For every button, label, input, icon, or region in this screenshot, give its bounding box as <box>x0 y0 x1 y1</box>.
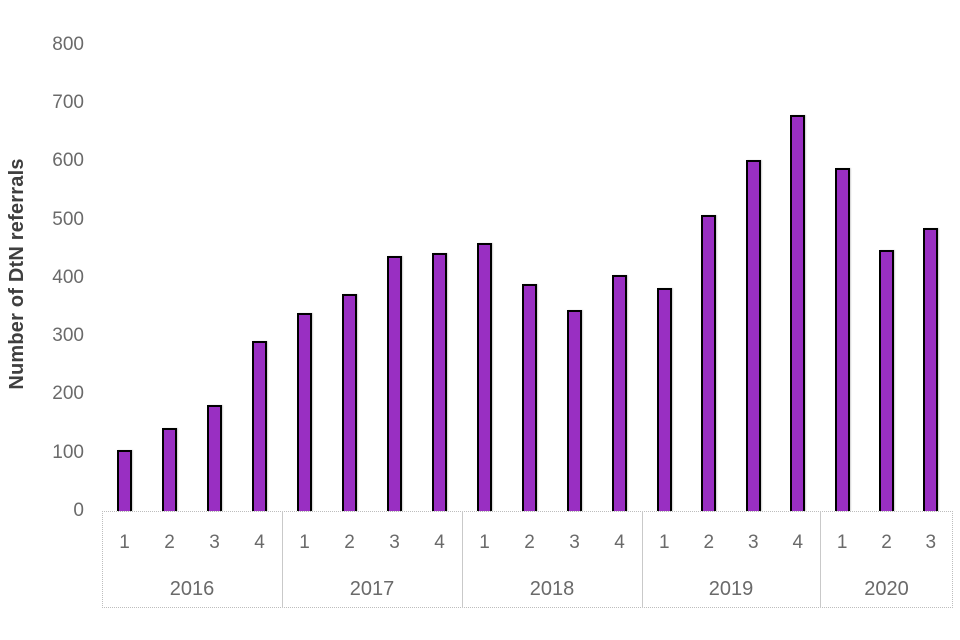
bar-2019-q3 <box>746 160 761 511</box>
x-tick-quarter: 1 <box>658 532 670 553</box>
bar-2018-q3 <box>567 310 582 511</box>
x-tick-year: 2018 <box>529 578 575 600</box>
x-tick-year: 2020 <box>864 578 909 600</box>
year-group-separator <box>282 511 283 608</box>
x-tick-quarter: 3 <box>747 532 759 553</box>
bar-2019-q1 <box>657 288 672 511</box>
bar-2019-q4 <box>790 115 805 511</box>
x-tick-quarter: 4 <box>614 532 625 553</box>
bar-2017-q2 <box>342 294 357 511</box>
x-tick-quarter: 2 <box>703 532 715 553</box>
bar-2017-q3 <box>387 256 402 511</box>
x-tick-quarter: 3 <box>389 532 400 553</box>
x-tick-quarter: 4 <box>792 532 804 553</box>
y-tick-label: 400 <box>52 266 84 288</box>
x-tick-quarter: 3 <box>569 532 580 553</box>
x-tick-quarter: 4 <box>434 532 445 553</box>
bar-2017-q4 <box>432 253 447 511</box>
y-tick-label: 200 <box>52 383 84 405</box>
bar-2016-q2 <box>162 428 177 511</box>
y-tick-label: 800 <box>52 33 84 55</box>
x-tick-year: 2017 <box>349 578 395 600</box>
y-tick-label: 700 <box>52 91 84 113</box>
x-tick-quarter: 3 <box>925 532 937 553</box>
x-axis-category-box <box>102 511 953 608</box>
y-tick-label: 600 <box>52 150 84 172</box>
x-tick-quarter: 2 <box>344 532 355 553</box>
y-tick-label: 0 <box>73 500 84 521</box>
y-tick-label: 500 <box>52 208 84 230</box>
bar-2020-q1 <box>835 168 850 511</box>
bar-2019-q2 <box>701 215 716 511</box>
year-group-separator <box>642 511 643 608</box>
x-tick-quarter: 3 <box>209 532 220 553</box>
year-group-separator <box>462 511 463 608</box>
bar-2020-q2 <box>879 250 894 511</box>
bar-2018-q1 <box>477 243 492 511</box>
x-tick-year: 2016 <box>169 578 215 600</box>
x-tick-year: 2019 <box>708 578 754 600</box>
bar-2016-q4 <box>252 341 267 511</box>
y-tick-label: 100 <box>52 441 84 463</box>
x-tick-quarter: 1 <box>479 532 490 553</box>
x-tick-quarter: 1 <box>299 532 310 553</box>
y-tick-label: 300 <box>52 325 84 347</box>
x-tick-quarter: 4 <box>254 532 265 553</box>
x-tick-quarter: 1 <box>836 532 848 553</box>
bar-2016-q1 <box>117 450 132 511</box>
bar-2018-q2 <box>522 284 537 511</box>
x-tick-quarter: 2 <box>524 532 535 553</box>
bar-2018-q4 <box>612 275 627 511</box>
x-tick-quarter: 2 <box>164 532 175 553</box>
bar-2016-q3 <box>207 405 222 511</box>
x-tick-quarter: 2 <box>881 532 892 553</box>
year-group-separator <box>820 511 821 608</box>
bar-2017-q1 <box>297 313 312 511</box>
x-tick-quarter: 1 <box>119 532 130 553</box>
bar-2020-q3 <box>923 228 938 511</box>
